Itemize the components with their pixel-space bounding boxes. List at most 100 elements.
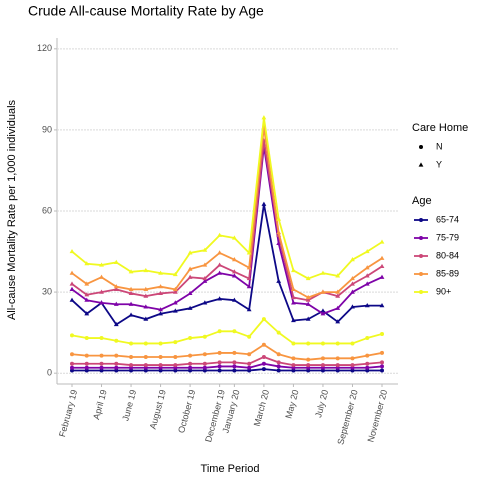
point <box>217 270 223 275</box>
point <box>231 235 237 240</box>
point <box>202 275 208 281</box>
legend-label: 90+ <box>436 286 451 296</box>
point <box>365 353 370 358</box>
point <box>231 297 237 302</box>
point <box>276 278 282 283</box>
point <box>217 296 223 301</box>
point <box>114 353 119 358</box>
point <box>276 360 281 365</box>
point <box>335 305 341 310</box>
point <box>143 293 149 298</box>
point <box>84 297 90 302</box>
x-axis-title: Time Period <box>201 463 260 475</box>
point <box>113 301 119 306</box>
series-line <box>72 368 382 372</box>
point <box>320 308 326 313</box>
point <box>84 361 89 366</box>
point <box>99 353 104 358</box>
point <box>99 300 104 305</box>
legend-label: Y <box>436 159 442 169</box>
point <box>217 350 222 355</box>
point <box>99 274 104 279</box>
point <box>276 352 281 357</box>
point <box>217 250 223 255</box>
point <box>158 307 163 312</box>
x-tick-label: May 20 <box>283 389 300 420</box>
point <box>128 269 134 274</box>
point <box>143 341 148 346</box>
point <box>187 290 193 296</box>
point <box>418 162 424 167</box>
point <box>320 311 326 316</box>
point <box>69 286 75 291</box>
x-tick-label: October 19 <box>176 389 197 435</box>
legend-title: Age <box>412 195 432 207</box>
point <box>380 368 384 373</box>
point <box>291 341 296 346</box>
point <box>187 250 193 255</box>
chart-title: Crude All-cause Mortality Rate by Age <box>28 3 264 19</box>
point <box>128 286 134 291</box>
point <box>172 286 178 291</box>
point <box>129 354 134 359</box>
point <box>335 341 340 346</box>
series-line <box>72 356 383 366</box>
point <box>247 361 252 366</box>
series-line <box>72 362 383 369</box>
point <box>276 330 281 335</box>
y-tick-label: 30 <box>42 286 52 296</box>
point <box>70 333 74 338</box>
point <box>70 365 74 370</box>
point <box>305 275 311 281</box>
point <box>172 300 178 305</box>
point <box>379 274 385 279</box>
point <box>143 316 149 321</box>
point <box>419 145 423 149</box>
point <box>419 218 423 222</box>
legend-item: 90+ <box>414 286 451 296</box>
point <box>320 356 325 361</box>
point <box>247 334 252 339</box>
point <box>158 270 163 275</box>
point <box>158 354 163 359</box>
point <box>158 284 163 289</box>
point <box>172 271 178 277</box>
point <box>419 236 423 240</box>
point <box>188 353 193 358</box>
point <box>335 319 341 324</box>
legend-label: 65-74 <box>436 214 459 224</box>
point <box>365 365 370 370</box>
x-tick-label: February 19 <box>57 389 79 438</box>
point <box>69 270 75 275</box>
point <box>291 294 296 300</box>
point <box>69 248 75 254</box>
x-tick-label: April 19 <box>91 389 109 421</box>
point <box>70 352 74 357</box>
legend-item: 85-89 <box>414 268 459 278</box>
point <box>350 356 355 361</box>
legend-label: 80-84 <box>436 250 459 260</box>
y-tick-label: 0 <box>47 368 52 378</box>
point <box>246 250 252 255</box>
point <box>143 354 148 359</box>
legend-item: 75-79 <box>414 232 459 242</box>
point <box>232 350 237 355</box>
point <box>143 363 148 368</box>
y-axis-title: All-cause Mortality Rate per 1,000 indiv… <box>6 99 18 320</box>
x-tick-label: December 19 <box>203 389 227 444</box>
x-tick-label: March 20 <box>252 389 271 428</box>
point <box>276 368 281 373</box>
point <box>246 265 252 270</box>
series-line <box>71 139 383 302</box>
point <box>99 361 104 366</box>
point <box>84 261 90 266</box>
point <box>365 336 370 341</box>
point <box>380 331 384 336</box>
point <box>380 360 384 365</box>
point <box>129 341 134 346</box>
point <box>113 286 119 291</box>
point <box>143 267 149 273</box>
point <box>364 303 370 308</box>
point <box>305 294 311 300</box>
point <box>246 307 252 312</box>
